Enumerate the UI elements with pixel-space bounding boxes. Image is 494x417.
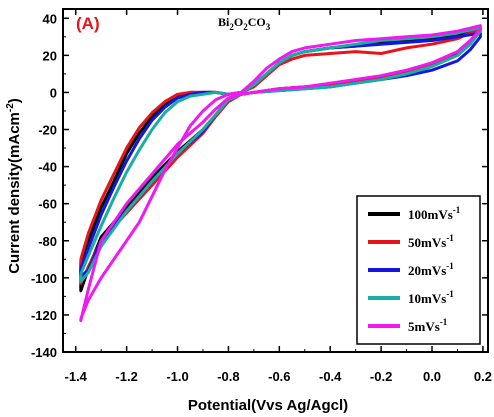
compound-sub: 3 [266, 22, 271, 32]
y-axis-title: Current density(mAcm-2) [5, 98, 23, 274]
compound-sub: 2 [243, 22, 248, 32]
x-tick-label: 0.2 [474, 369, 492, 384]
y-tick-label: 0 [50, 85, 57, 100]
y-tick-label: -20 [38, 123, 57, 138]
y-tick-label: -100 [31, 271, 57, 286]
legend: 100mVs-1 50mVs-1 20mVs-1 10mVs-1 5mVs-1 [356, 195, 481, 345]
y-tick-label: -60 [38, 197, 57, 212]
legend-label-main: 20mVs [408, 263, 446, 278]
legend-label-main: 10mVs [408, 291, 446, 306]
compound-part: O [234, 15, 243, 29]
x-axis-title: Potential(Vvs Ag/Agcl) [188, 397, 348, 414]
x-tick-label: -0.8 [217, 369, 239, 384]
y-axis-title-sup: -2 [5, 103, 16, 112]
y-tick-label: -140 [31, 345, 57, 360]
x-tick-label: -0.4 [319, 369, 342, 384]
x-tick-label: -1.4 [65, 369, 88, 384]
legend-label-20: 20mVs-1 [408, 261, 454, 278]
legend-label-5: 5mVs-1 [408, 317, 448, 334]
series-line-10mVs-1 [79, 26, 482, 283]
legend-label-10: 10mVs-1 [408, 289, 454, 306]
legend-label-sup: -1 [446, 233, 454, 243]
legend-label-main: 100mVs [408, 207, 453, 222]
legend-label-100: 100mVs-1 [408, 205, 461, 222]
x-tick-label: -1.2 [115, 369, 137, 384]
compound-part: Bi [218, 15, 230, 29]
compound-annotation: Bi2O2CO3 [218, 15, 271, 32]
series-line-5mVs-1 [79, 24, 482, 322]
series-layer [79, 24, 482, 322]
y-axis-title-main: Current density(mAcm [6, 112, 23, 274]
legend-label-sup: -1 [446, 261, 454, 271]
plot-frame [62, 8, 489, 353]
y-tick-label: -120 [31, 308, 57, 323]
y-axis-title-close: ) [6, 98, 23, 103]
y-tick-label: 20 [43, 48, 57, 63]
x-tick-label: -0.6 [268, 369, 290, 384]
legend-label-main: 50mVs [408, 235, 446, 250]
x-tick-label: -1.0 [166, 369, 188, 384]
y-tick-label: -40 [38, 160, 57, 175]
legend-label-main: 5mVs [408, 319, 440, 334]
y-tick-label: -80 [38, 234, 57, 249]
legend-label-sup: -1 [440, 317, 448, 327]
ticks-layer [63, 9, 488, 353]
x-tick-label: -0.2 [370, 369, 392, 384]
compound-part: CO [248, 15, 266, 29]
tick-labels-layer: -1.4 -1.2 -1.0 -0.8 -0.6 -0.4 -0.2 0.0 0.2-140-1… [31, 11, 492, 384]
legend-label-sup: -1 [453, 205, 461, 215]
legend-label-50: 50mVs-1 [408, 233, 454, 250]
compound-sub: 2 [229, 22, 234, 32]
panel-label: (A) [76, 14, 100, 33]
x-tick-label: 0.0 [423, 369, 441, 384]
y-tick-label: 40 [43, 11, 57, 26]
legend-label-sup: -1 [446, 289, 454, 299]
